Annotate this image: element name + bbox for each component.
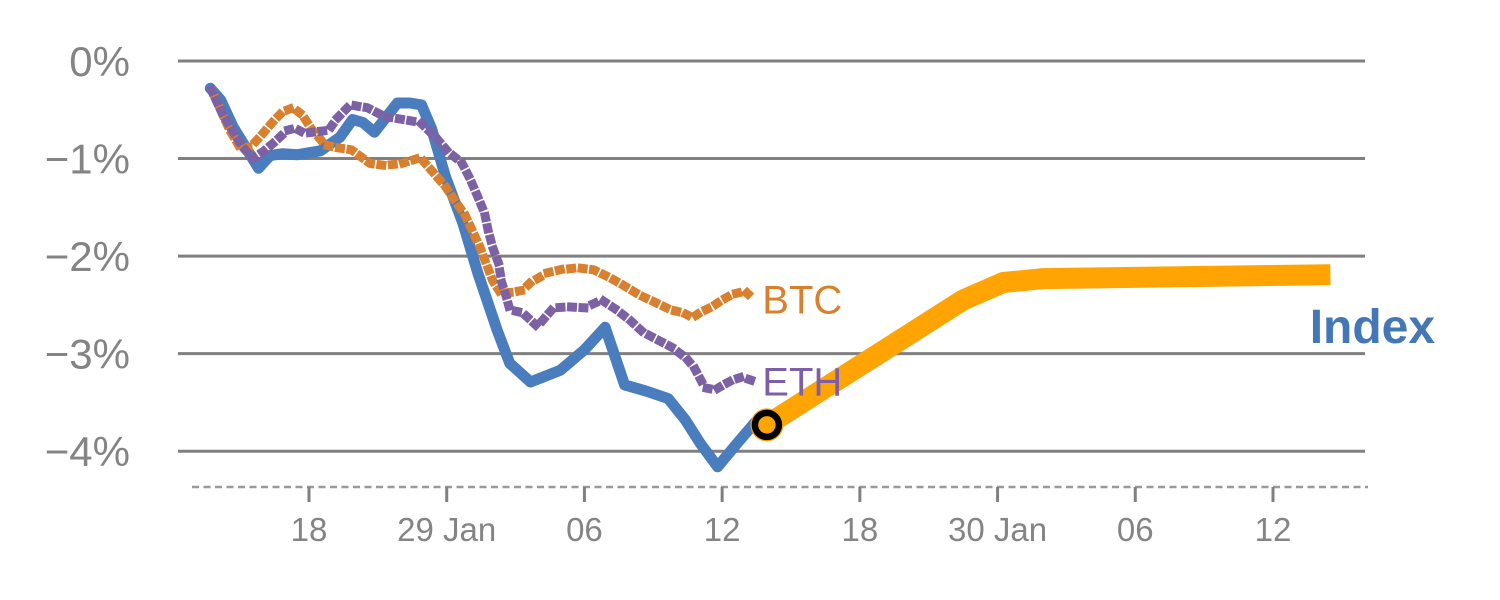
x-tick-label: 06 (566, 511, 603, 548)
x-tick-label: 12 (704, 511, 741, 548)
series-line-index-history (204, 82, 773, 473)
series-label-btc: BTC (762, 279, 842, 323)
x-tick-label: 06 (1117, 511, 1154, 548)
x-tick-label: 12 (1255, 511, 1292, 548)
x-tick-label: 29 Jan (397, 511, 496, 548)
series-label-index: Index (1310, 301, 1436, 354)
chart-layers: 0% −1% −2% −3% −4% 18 29 Jan 06 12 18 30 Jan 06 12 (45, 38, 1368, 548)
y-tick-label: −1% (45, 136, 130, 183)
x-tick-label: 18 (842, 511, 879, 548)
y-tick-label: −3% (45, 331, 130, 378)
y-tick-label: −2% (45, 233, 130, 280)
y-tick-label: 0% (69, 38, 130, 85)
series-line-index-forecast (761, 264, 1331, 434)
series-line-eth (205, 84, 763, 395)
x-tick-label: 18 (291, 511, 328, 548)
forecast-start-marker-ring (751, 409, 783, 441)
x-tick-label: 30 Jan (948, 511, 1047, 548)
y-tick-label: −4% (45, 428, 130, 475)
series-label-eth: ETH (762, 361, 842, 405)
